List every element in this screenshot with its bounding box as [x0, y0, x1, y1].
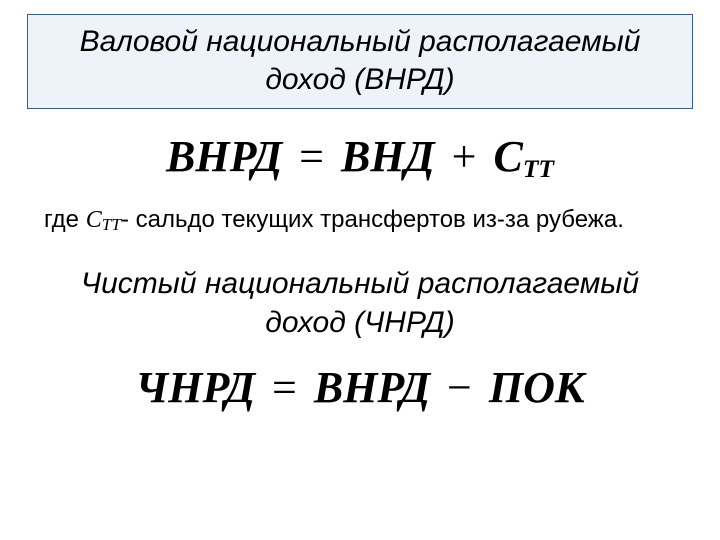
explanation-line: где СТТ- сальдо текущих трансфертов из-з…	[44, 204, 692, 237]
formula2-term1: ВНРД	[314, 363, 430, 412]
formula1-term2-base: С	[493, 132, 522, 181]
minus-sign: −	[441, 362, 478, 413]
formula-vnrd: ВНРД = ВНД + СТТ	[18, 131, 702, 184]
plus-sign: +	[446, 131, 483, 182]
formula1-lhs: ВНРД	[166, 132, 282, 181]
slide: Валовой национальный располагаемый доход…	[0, 0, 720, 540]
explain-var-sub: ТТ	[102, 215, 121, 234]
formula-chnrd: ЧНРД = ВНРД − ПОК	[18, 362, 702, 413]
slide-subtitle: Чистый национальный располагаемый доход …	[58, 264, 662, 342]
formula2-term2: ПОК	[489, 363, 585, 412]
equals-sign-2: =	[266, 362, 303, 413]
formula2-lhs: ЧНРД	[135, 363, 255, 412]
title-box: Валовой национальный располагаемый доход…	[27, 14, 693, 109]
formula1-term1: ВНД	[341, 132, 435, 181]
slide-title: Валовой национальный располагаемый доход…	[40, 23, 680, 98]
explain-rest: - сальдо текущих трансфертов из-за рубеж…	[121, 206, 624, 233]
formula1-term2-sub: ТТ	[523, 154, 554, 184]
explain-prefix: где	[44, 206, 86, 233]
explain-var-base: С	[86, 207, 102, 233]
equals-sign: =	[293, 131, 330, 182]
